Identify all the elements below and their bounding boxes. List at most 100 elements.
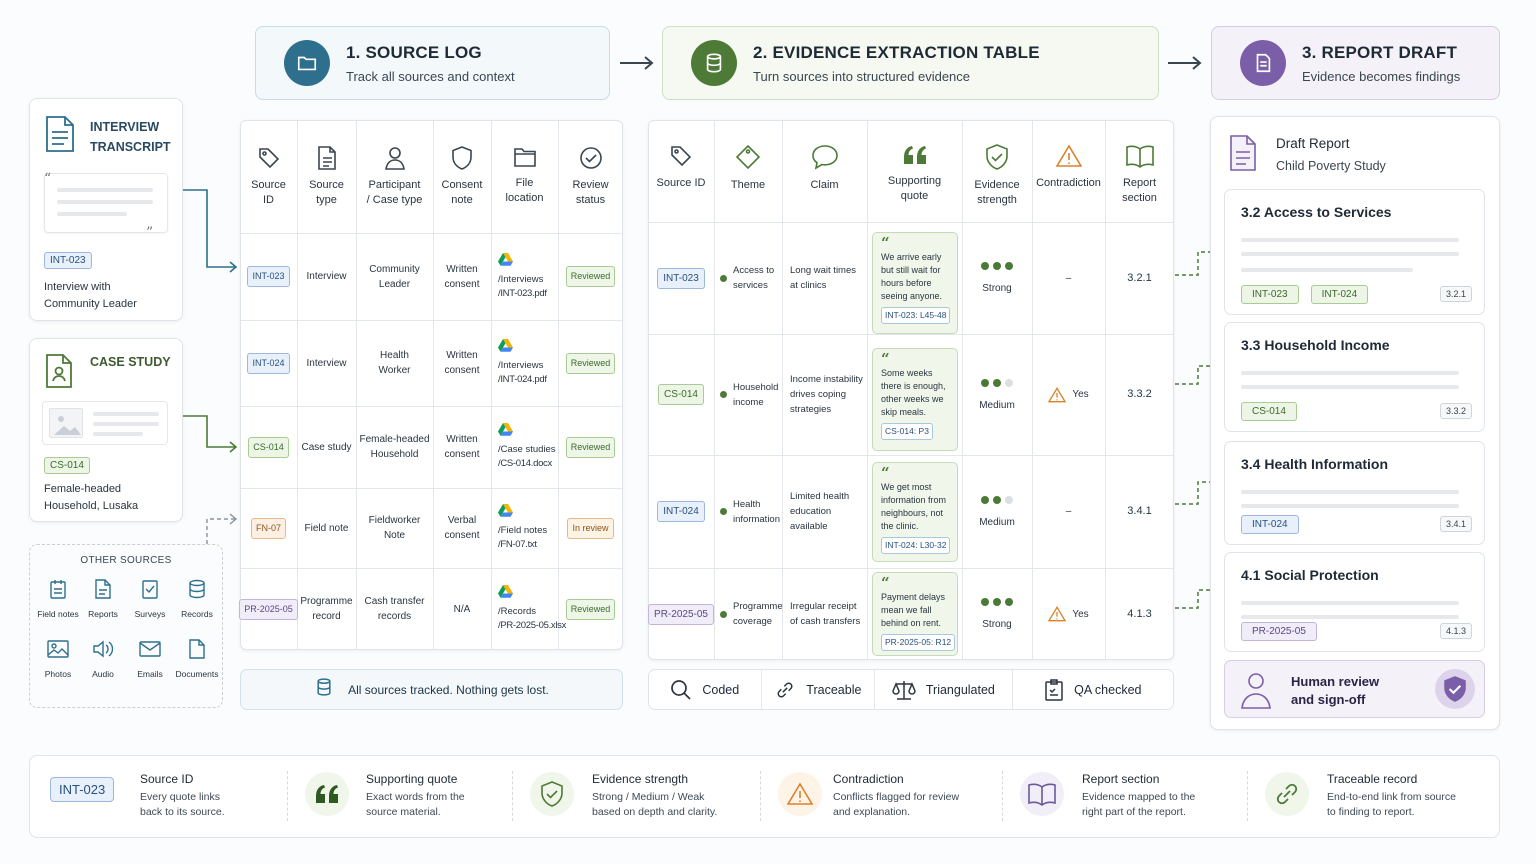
other-source-item[interactable]: Surveys (122, 577, 178, 619)
source-id-tag[interactable]: FN-07 (250, 517, 286, 539)
supporting-quote[interactable]: “We arrive early but still wait for hour… (872, 232, 958, 334)
source-id-tag[interactable]: CS-014 (1241, 402, 1297, 421)
source-id-tag[interactable]: PR-2025-05 (648, 603, 714, 625)
theme-label: Health information (733, 498, 780, 525)
human-review-card[interactable]: Human review and sign-off (1224, 660, 1485, 718)
other-source-item[interactable]: Emails (122, 637, 178, 679)
report-section-ref[interactable]: 3.2.1 (1127, 271, 1152, 284)
legend-description: Strong / Medium / Weak based on depth and… (592, 791, 718, 818)
case-study-card[interactable]: CASE STUDY CS-014 Female-headed Househol… (29, 338, 183, 522)
contradiction-value: – (1065, 272, 1072, 284)
other-source-item[interactable]: Reports (75, 577, 131, 619)
legend-text: Supporting quote Exact words from the sour… (366, 772, 465, 820)
source-id-tag[interactable]: CS-014 (658, 384, 704, 405)
strength-dot (981, 495, 989, 504)
quote-reference[interactable]: INT-024: L30-32 (881, 537, 951, 554)
other-source-item[interactable]: Photos (30, 637, 86, 679)
drive-icon (498, 252, 513, 271)
source-id-tag[interactable]: PR-2025-05 (1241, 622, 1317, 641)
table-row[interactable]: FN-07 Field note Fieldworker Note Verbal cons… (240, 488, 623, 568)
file-path[interactable]: /Records (498, 606, 537, 617)
participant-line: Worker (378, 365, 411, 376)
source-id-tag[interactable]: INT-023 (1241, 285, 1299, 304)
file-path[interactable]: /INT-024.pdf (498, 374, 547, 385)
file-path[interactable]: /FN-07.txt (498, 539, 537, 550)
supporting-quote[interactable]: “Payment delays mean we fall behind on r… (872, 572, 958, 656)
file-path[interactable]: /PR-2025-05.xlsx (498, 620, 567, 631)
source-id-tag[interactable]: INT-024 (1241, 515, 1299, 534)
column-header: Supporting quote (867, 144, 962, 204)
report-section-ref[interactable]: 3.4.1 (1127, 505, 1152, 517)
report-section-card[interactable]: 3.2 Access to Services INT-023 INT-024 3.2.… (1224, 189, 1485, 315)
supporting-quote[interactable]: “We get most information from neighbours… (872, 462, 958, 562)
source-id-tag[interactable]: PR-2025-05 (239, 598, 298, 620)
table-row[interactable]: PR-2025-05 Programme coverage Irregular rec… (648, 568, 1174, 660)
file-path[interactable]: /Case studies (498, 444, 556, 455)
legend-description: Evidence mapped to the right part of the … (1082, 791, 1196, 818)
source-id-tag[interactable]: CS-014 (248, 436, 289, 458)
legend-divider (512, 771, 513, 821)
supporting-quote[interactable]: “Some weeks there is enough, other weeks… (872, 348, 958, 451)
file-path[interactable]: /Field notes (498, 525, 548, 536)
contradiction-value: – (1065, 506, 1072, 517)
legend-title: Source ID (140, 772, 194, 786)
shield-check-icon (962, 144, 1032, 170)
table-row[interactable]: CS-014 Case study Female-headed Household Wr… (240, 406, 623, 488)
quote-reference[interactable]: PR-2025-05: R12 (881, 634, 956, 651)
other-source-item[interactable]: Audio (75, 637, 131, 679)
surveys-icon (122, 577, 178, 601)
file-path[interactable]: /CS-014.docx (498, 458, 552, 469)
file-path[interactable]: /Interviews (498, 360, 544, 371)
evidence-footer-item: Traceable (760, 670, 875, 709)
column-divider (1032, 120, 1033, 660)
legend-text: Contradiction Conflicts flagged for revie… (833, 772, 959, 820)
column-header: Source ID (240, 146, 297, 208)
table-row[interactable]: INT-023 Access to services Long wait times a… (648, 222, 1174, 334)
quote-reference[interactable]: CS-014: P3 (881, 423, 933, 440)
report-section-ref[interactable]: 3.3.2 (1127, 388, 1152, 400)
interview-transcript-card[interactable]: INTERVIEW TRANSCRIPT “ ” INT-023 Intervi… (29, 98, 183, 321)
legend-description: Every quote links back to its source. (140, 791, 225, 818)
file-path[interactable]: /Interviews (498, 273, 544, 285)
row-divider (648, 222, 1174, 223)
warning-icon (1032, 144, 1105, 168)
row-divider (240, 488, 623, 489)
report-section-ref[interactable]: 4.1.3 (1127, 607, 1152, 620)
arrow-icon (618, 54, 658, 77)
source-id-tag[interactable]: INT-023 (44, 252, 92, 269)
report-section-card[interactable]: 4.1 Social Protection PR-2025-05 4.1.3 (1224, 552, 1485, 652)
report-section-card[interactable]: 3.4 Health Information INT-024 3.4.1 (1224, 441, 1485, 545)
shield-check-icon (1435, 669, 1475, 709)
source-type: Field note (304, 522, 349, 534)
table-row[interactable]: PR-2025-05 Programme record Cash transfer r… (239, 568, 623, 650)
other-source-item[interactable]: Documents (169, 637, 225, 679)
other-source-item[interactable]: Field notes (30, 577, 86, 619)
source-id-tag[interactable]: INT-024 (657, 501, 705, 522)
source-id-tag[interactable]: INT-024 (1310, 285, 1369, 304)
drive-icon (498, 423, 513, 441)
legend-item: Supporting quote Exact words from the sour… (305, 770, 520, 826)
source-id-tag[interactable]: INT-023 (657, 267, 705, 289)
tag-icon (648, 144, 714, 168)
table-row[interactable]: INT-023 Interview Community Leader Written co… (240, 233, 623, 320)
strength-dot (993, 495, 1001, 504)
source-id-tag[interactable]: CS-014 (44, 457, 90, 474)
source-id-tag[interactable]: INT-023 (247, 266, 290, 287)
quote-reference[interactable]: INT-023: L45-48 (881, 307, 951, 324)
book-icon (1020, 772, 1064, 816)
report-section-card[interactable]: 3.3 Household Income CS-014 3.3.2 (1224, 322, 1485, 432)
quote-icon (305, 772, 349, 816)
other-source-item[interactable]: Records (169, 577, 225, 619)
source-id-tag[interactable]: INT-024 (247, 352, 290, 374)
file-path[interactable]: /INT-023.pdf (498, 287, 547, 299)
table-row[interactable]: INT-024 Interview Health Worker Written conse… (240, 320, 623, 406)
table-row[interactable]: CS-014 Household income Income instability d… (648, 334, 1174, 455)
row-divider (648, 455, 1174, 456)
legend-panel (29, 755, 1500, 838)
table-row[interactable]: INT-024 Health information Limited health ed… (648, 455, 1174, 568)
claim-line: available (790, 521, 828, 532)
legend-text: Traceable record End-to-end link from sou… (1327, 772, 1456, 820)
section-title: 3.4 Health Information (1241, 456, 1389, 472)
section-tags: PR-2025-05 (1241, 622, 1317, 641)
source-log-footer: All sources tracked. Nothing gets lost. (240, 669, 623, 710)
